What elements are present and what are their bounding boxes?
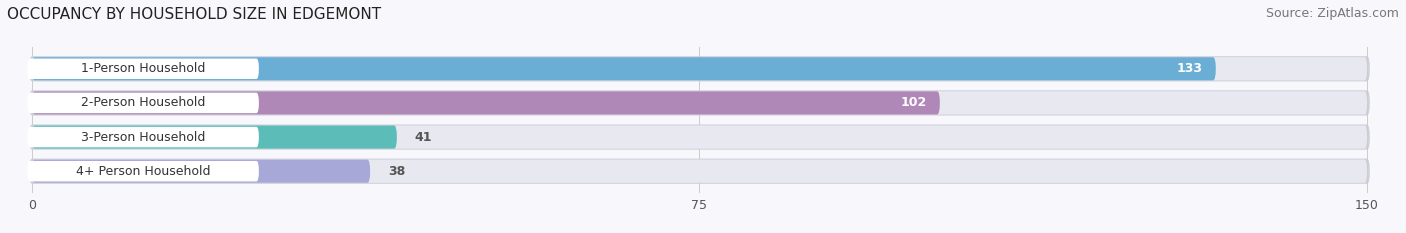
Text: 3-Person Household: 3-Person Household [82,130,205,144]
FancyBboxPatch shape [27,58,259,79]
FancyBboxPatch shape [27,93,259,113]
Text: 4+ Person Household: 4+ Person Household [76,165,211,178]
FancyBboxPatch shape [30,159,1369,184]
Text: 133: 133 [1177,62,1202,75]
FancyBboxPatch shape [30,90,1369,116]
Text: 38: 38 [388,165,405,178]
FancyBboxPatch shape [32,125,396,149]
Text: 102: 102 [900,96,927,110]
Text: 1-Person Household: 1-Person Household [82,62,205,75]
FancyBboxPatch shape [32,160,370,183]
Text: 41: 41 [415,130,432,144]
FancyBboxPatch shape [27,127,259,147]
FancyBboxPatch shape [32,91,1367,115]
Text: OCCUPANCY BY HOUSEHOLD SIZE IN EDGEMONT: OCCUPANCY BY HOUSEHOLD SIZE IN EDGEMONT [7,7,381,22]
FancyBboxPatch shape [30,124,1369,150]
FancyBboxPatch shape [32,57,1216,80]
Text: Source: ZipAtlas.com: Source: ZipAtlas.com [1265,7,1399,20]
Text: 2-Person Household: 2-Person Household [82,96,205,110]
FancyBboxPatch shape [32,160,1367,183]
FancyBboxPatch shape [32,125,1367,149]
FancyBboxPatch shape [32,91,939,115]
FancyBboxPatch shape [32,57,1367,80]
FancyBboxPatch shape [27,161,259,182]
FancyBboxPatch shape [30,56,1369,81]
